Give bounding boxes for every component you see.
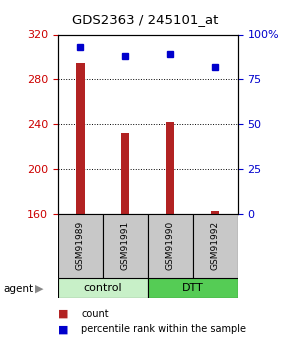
Bar: [77, 62, 84, 214]
Text: GSM91990: GSM91990: [166, 221, 175, 270]
Text: ■: ■: [58, 325, 68, 334]
Bar: [122, 133, 129, 214]
Bar: [58, 278, 148, 298]
Text: GDS2363 / 245101_at: GDS2363 / 245101_at: [72, 13, 218, 26]
Text: GSM91989: GSM91989: [76, 221, 85, 270]
Bar: [211, 210, 219, 214]
Bar: [148, 278, 238, 298]
Text: GSM91992: GSM91992: [211, 221, 220, 270]
Text: ■: ■: [58, 309, 68, 319]
Text: agent: agent: [3, 284, 33, 294]
Bar: [103, 214, 148, 278]
Text: control: control: [84, 283, 122, 293]
Bar: [166, 122, 174, 214]
Text: percentile rank within the sample: percentile rank within the sample: [81, 325, 246, 334]
Bar: [58, 214, 103, 278]
Text: count: count: [81, 309, 109, 319]
Bar: [193, 214, 238, 278]
Text: DTT: DTT: [182, 283, 204, 293]
Text: GSM91991: GSM91991: [121, 221, 130, 270]
Text: ▶: ▶: [35, 284, 44, 294]
Bar: [148, 214, 193, 278]
